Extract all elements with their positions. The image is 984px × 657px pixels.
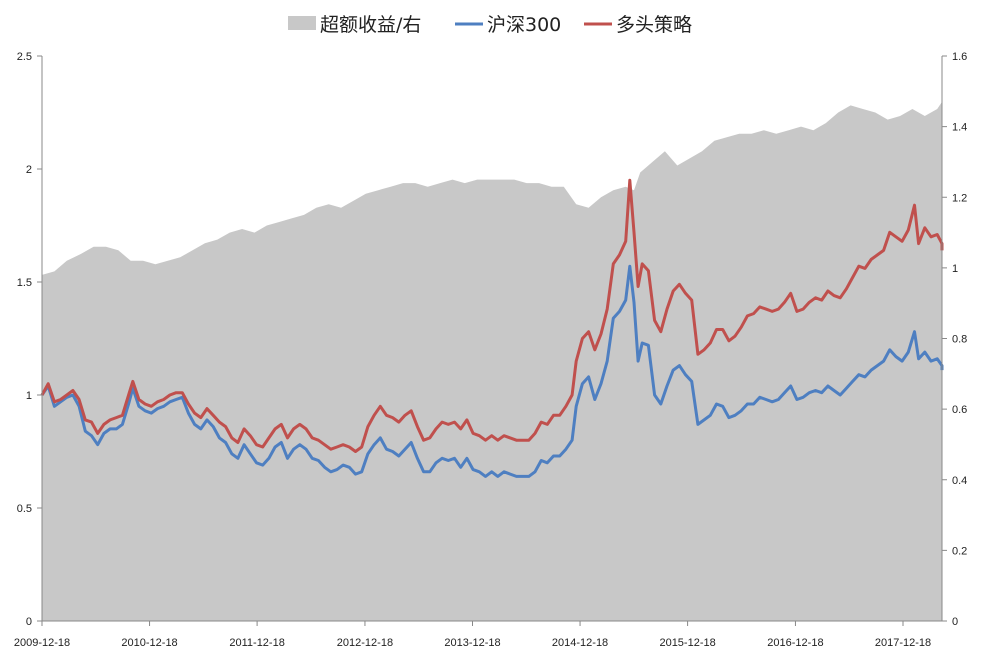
y-right-tick-label: 0.6 — [952, 404, 967, 416]
y-right-tick-label: 0.2 — [952, 545, 967, 557]
x-tick-label: 2012-12-18 — [337, 637, 393, 649]
legend-label: 沪深300 — [487, 14, 561, 36]
x-tick-label: 2011-12-18 — [229, 637, 284, 649]
x-tick-label: 2013-12-18 — [444, 637, 500, 649]
y-left-tick-label: 2 — [26, 164, 32, 176]
x-tick-label: 2016-12-18 — [767, 637, 823, 649]
y-right-tick-label: 0.8 — [952, 334, 967, 346]
y-right-tick-label: 1.6 — [952, 51, 967, 63]
axes: 0 0.5 1 1.5 2 2.5 0 0.2 0.4 0.6 0.8 1 1.2 1.4 1.6 2009-… — [14, 51, 967, 649]
legend-item-long-strategy: 多头策略 — [584, 14, 692, 36]
x-tick-label: 2017-12-18 — [875, 637, 931, 649]
legend-item-excess-return: 超额收益/右 — [288, 14, 421, 36]
x-tick-label: 2014-12-18 — [552, 637, 608, 649]
y-right-tick-label: 0.4 — [952, 475, 967, 487]
y-left-tick-label: 0 — [26, 616, 32, 628]
legend-label: 多头策略 — [616, 14, 692, 36]
legend-label: 超额收益/右 — [320, 14, 421, 36]
series-line-long-strategy — [40, 178, 944, 453]
y-left-tick-label: 0.5 — [17, 503, 32, 515]
x-tick-label: 2009-12-18 — [14, 637, 70, 649]
x-tick-label: 2010-12-18 — [121, 637, 177, 649]
series-line-csi300 — [40, 264, 944, 478]
legend-item-csi300: 沪深300 — [455, 14, 561, 36]
y-right-tick-label: 1 — [952, 263, 958, 275]
legend: 超额收益/右 沪深300 多头策略 — [288, 14, 692, 36]
legend-swatch — [288, 16, 316, 30]
y-right-tick-label: 1.4 — [952, 122, 967, 134]
y-left-tick-label: 1.5 — [17, 277, 32, 289]
y-right-tick-label: 1.2 — [952, 192, 967, 204]
y-left-tick-label: 1 — [26, 390, 32, 402]
y-right-tick-label: 0 — [952, 616, 958, 628]
x-tick-label: 2015-12-18 — [659, 637, 715, 649]
y-left-tick-label: 2.5 — [17, 51, 32, 63]
plot-area — [40, 101, 944, 621]
series-area-excess-return — [42, 101, 942, 621]
